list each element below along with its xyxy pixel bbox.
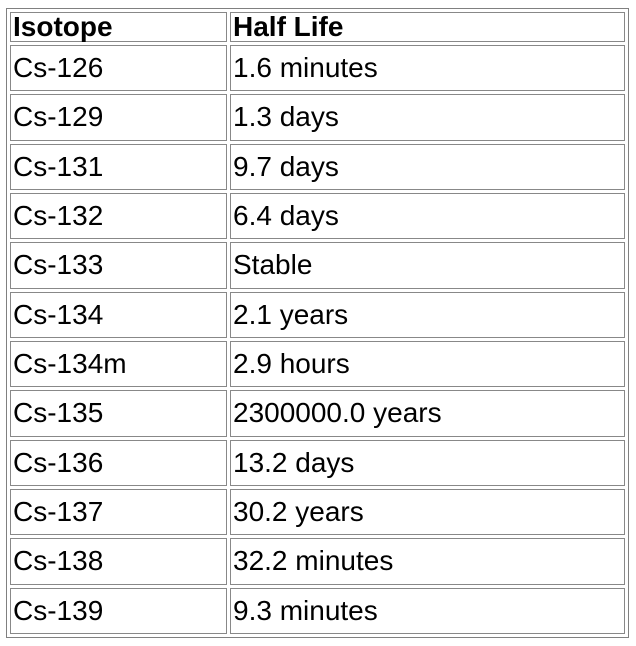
isotope-cell: Cs-132 <box>10 192 227 240</box>
isotope-cell: Cs-136 <box>10 439 227 486</box>
table-row: Cs-132 6.4 days <box>10 192 625 240</box>
isotope-cell: Cs-139 <box>10 587 227 634</box>
table-row: Cs-139 9.3 minutes <box>10 587 625 634</box>
half-life-cell: 6.4 days <box>230 192 625 240</box>
half-life-cell: 32.2 minutes <box>230 538 625 585</box>
table-row: Cs-138 32.2 minutes <box>10 538 625 585</box>
table-row: Cs-136 13.2 days <box>10 439 625 486</box>
isotope-cell: Cs-133 <box>10 242 227 289</box>
half-life-cell: 13.2 days <box>230 439 625 486</box>
table-row: Cs-126 1.6 minutes <box>10 45 625 92</box>
isotope-cell: Cs-138 <box>10 538 227 585</box>
table-row: Cs-135 2300000.0 years <box>10 390 625 437</box>
table-row: Cs-134 2.1 years <box>10 291 625 338</box>
table-row: Cs-131 9.7 days <box>10 143 625 190</box>
half-life-cell: 30.2 years <box>230 488 625 536</box>
isotope-cell: Cs-131 <box>10 143 227 190</box>
isotope-cell: Cs-137 <box>10 488 227 536</box>
table-row: Cs-133 Stable <box>10 242 625 289</box>
half-life-cell: 1.6 minutes <box>230 45 625 92</box>
isotope-cell: Cs-135 <box>10 390 227 437</box>
half-life-cell: 2300000.0 years <box>230 390 625 437</box>
half-life-cell: 1.3 days <box>230 94 625 141</box>
half-life-cell: 9.3 minutes <box>230 587 625 634</box>
isotope-cell: Cs-134m <box>10 340 227 388</box>
half-life-cell: 2.9 hours <box>230 340 625 388</box>
isotope-cell: Cs-126 <box>10 45 227 92</box>
table-header-row: Isotope Half Life <box>10 12 625 42</box>
half-life-cell: Stable <box>230 242 625 289</box>
column-header-half-life: Half Life <box>230 12 625 42</box>
isotope-cell: Cs-129 <box>10 94 227 141</box>
isotope-half-life-table: Isotope Half Life Cs-126 1.6 minutes Cs-12… <box>7 9 628 637</box>
column-header-isotope: Isotope <box>10 12 227 42</box>
isotope-table-container: Isotope Half Life Cs-126 1.6 minutes Cs-12… <box>6 8 629 638</box>
half-life-cell: 2.1 years <box>230 291 625 338</box>
table-row: Cs-129 1.3 days <box>10 94 625 141</box>
table-row: Cs-134m 2.9 hours <box>10 340 625 388</box>
table-row: Cs-137 30.2 years <box>10 488 625 536</box>
half-life-cell: 9.7 days <box>230 143 625 190</box>
isotope-cell: Cs-134 <box>10 291 227 338</box>
